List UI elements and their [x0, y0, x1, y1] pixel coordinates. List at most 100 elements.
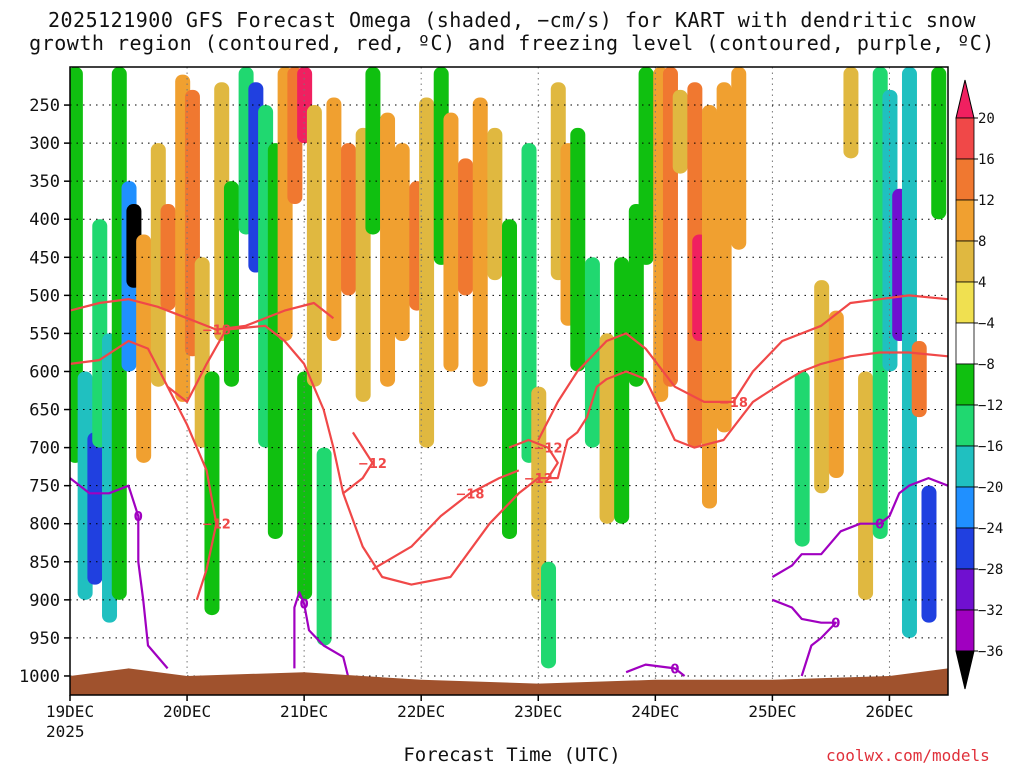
source-credit[interactable]: coolwx.com/models — [826, 746, 990, 765]
freezing-level-contour-label-4: 0 — [831, 617, 840, 632]
colorbar-band-8 — [955, 445, 975, 488]
colorbar-label-3: 8 — [978, 234, 986, 250]
omega-cell-54 — [672, 89, 688, 174]
y-tick-label-300: 300 — [29, 134, 60, 154]
x-tick-label-2: 21DEC — [280, 702, 328, 721]
x-tick-label-0: 19DEC — [46, 702, 94, 721]
colorbar-label-2: 12 — [978, 193, 995, 209]
omega-cell-61 — [814, 280, 830, 494]
omega-cell-64 — [858, 371, 874, 600]
colorbar-top-arrow — [955, 79, 975, 119]
colorbar-label-8: −16 — [978, 439, 1003, 455]
colorbar-band-7 — [955, 404, 975, 447]
y-tick-label-650: 650 — [29, 401, 60, 421]
freezing-level-contour-3 — [771, 477, 948, 578]
y-tick-label-850: 850 — [29, 553, 60, 573]
y-tick-label-800: 800 — [29, 515, 60, 535]
dgz-minus18-contour-2 — [371, 469, 520, 571]
omega-cell-2 — [87, 432, 103, 585]
colorbar-label-6: −8 — [978, 357, 995, 373]
colorbar-label-13: −36 — [978, 644, 1003, 660]
omega-cell-51 — [638, 67, 654, 265]
freezing-level-contour-4 — [771, 598, 837, 677]
contour-layer: −12 −12 −12 −12 −18 −18 −18 0 0 0 0 0 — [70, 294, 948, 677]
freezing-level-contour-label-1: 0 — [300, 598, 309, 613]
omega-cell-62 — [828, 310, 844, 479]
dgz-minus12-contour-label-2: −12 — [358, 457, 387, 472]
dgz-minus12-contour-label-3: −12 — [534, 442, 563, 457]
dgz-minus12-contour-1 — [166, 386, 218, 601]
y-tick-label-950: 950 — [29, 629, 60, 649]
dgz-minus18-contour-label-0: −18 — [202, 324, 231, 339]
dgz-minus18-contour-label-1: −18 — [719, 396, 748, 411]
y-tick-label-900: 900 — [29, 591, 60, 611]
dgz-minus12-contour-0 — [70, 324, 948, 586]
colorbar-band-10 — [955, 527, 975, 570]
freezing-level-contour-0 — [70, 477, 169, 670]
omega-cell-34 — [419, 97, 435, 448]
dgz-minus18-contour-label-2: −18 — [455, 487, 484, 502]
omega-cell-63 — [843, 67, 859, 159]
dgz-minus12-contour-3 — [508, 438, 559, 479]
colorbar-label-9: −20 — [978, 480, 1003, 496]
omega-cell-71 — [931, 67, 947, 220]
terrain-layer — [70, 668, 948, 695]
x-axis: 19DEC 20DEC 21DEC 22DEC 23DEC 24DEC 25DEC 26DEC — [46, 695, 914, 721]
colorbar-band-3 — [955, 240, 975, 283]
freezing-level-contour-2 — [625, 663, 686, 677]
omega-cell-60 — [794, 371, 810, 547]
y-tick-label-250: 250 — [29, 96, 60, 116]
y-tick-label-1000: 1000 — [19, 667, 60, 687]
omega-cell-41 — [521, 143, 537, 463]
omega-cell-36 — [443, 112, 459, 372]
omega-cell-25 — [306, 105, 322, 387]
y-tick-label-600: 600 — [29, 362, 60, 382]
omega-cell-59 — [731, 67, 747, 250]
omega-cell-8 — [136, 234, 152, 463]
colorbar: 20 16 12 8 4 −4 −8 −12 −16 −20 −24 −28 −32 −36 — [955, 79, 1003, 690]
y-tick-label-400: 400 — [29, 210, 60, 230]
x-tick-label-4: 23DEC — [514, 702, 562, 721]
y-tick-label-500: 500 — [29, 286, 60, 306]
chart-title-line-1: 2025121900 GFS Forecast Omega (shaded, −… — [47, 8, 977, 32]
colorbar-label-1: 16 — [978, 152, 995, 168]
colorbar-band-12 — [955, 609, 975, 652]
dgz-minus18-contour-0 — [70, 298, 335, 331]
colorbar-band-2 — [955, 199, 975, 242]
omega-cell-27 — [326, 97, 342, 342]
omega-cell-49 — [614, 257, 630, 524]
omega-cell-58 — [716, 82, 732, 433]
omega-cell-26 — [316, 447, 332, 646]
omega-cell-57 — [701, 105, 717, 509]
terrain-surface — [70, 668, 948, 695]
colorbar-label-12: −32 — [978, 603, 1003, 619]
omega-cell-69 — [911, 341, 927, 418]
x-tick-label-5: 24DEC — [631, 702, 679, 721]
x-tick-label-3: 22DEC — [397, 702, 445, 721]
y-tick-label-750: 750 — [29, 477, 60, 497]
colorbar-band-4 — [955, 281, 975, 324]
colorbar-label-4: 4 — [978, 275, 986, 291]
omega-cell-47 — [584, 257, 600, 448]
x-tick-label-6: 25DEC — [748, 702, 796, 721]
x-tick-label-1: 20DEC — [163, 702, 211, 721]
omega-cell-40 — [502, 219, 517, 539]
omega-cell-38 — [472, 97, 488, 387]
colorbar-band-9 — [955, 486, 975, 529]
chart-title-line-2: growth region (contoured, red, ºC) and f… — [29, 31, 995, 55]
omega-cell-43 — [541, 561, 557, 669]
omega-cell-70 — [921, 485, 937, 623]
colorbar-bottom-arrow — [955, 650, 975, 690]
freezing-level-contour-label-3: 0 — [875, 518, 884, 533]
year-label: 2025 — [46, 722, 85, 741]
dgz-minus12-contour-label-1: −12 — [202, 518, 231, 533]
dgz-minus18-contour-1 — [537, 294, 948, 441]
omega-cell-42 — [531, 386, 547, 600]
colorbar-band-11 — [955, 568, 975, 611]
freezing-level-contour-1 — [293, 591, 350, 677]
colorbar-band-1 — [955, 158, 975, 201]
y-axis: 250 300 350 400 450 500 550 600 650 700 750 800 850 9… — [19, 96, 70, 687]
colorbar-label-7: −12 — [978, 398, 1003, 414]
omega-cell-30 — [365, 67, 381, 235]
